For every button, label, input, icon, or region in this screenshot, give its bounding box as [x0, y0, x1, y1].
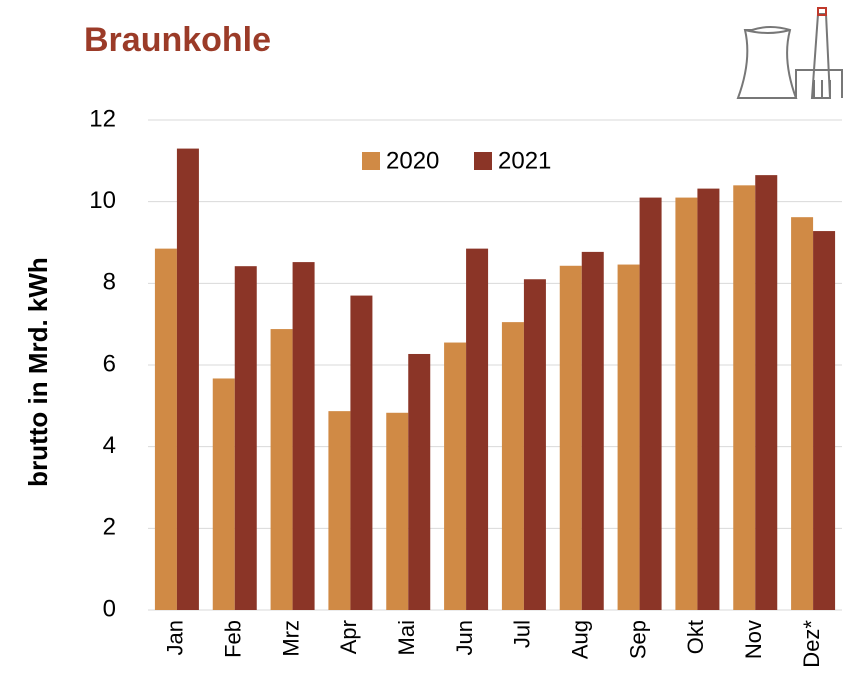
y-tick-label: 12 — [89, 105, 116, 132]
y-tick-label: 0 — [103, 595, 116, 622]
x-tick-label: Jan — [163, 620, 188, 655]
y-tick-label: 4 — [103, 432, 116, 459]
x-tick-label: Sep — [625, 620, 650, 659]
y-tick-label: 8 — [103, 269, 116, 296]
power-plant-icon — [736, 7, 843, 99]
x-tick-label: Aug — [568, 620, 593, 659]
bar — [501, 322, 524, 610]
x-tick-label: Mai — [394, 620, 419, 655]
x-tick-label: Jun — [452, 620, 477, 655]
legend-swatch — [362, 152, 380, 170]
y-tick-label: 2 — [103, 514, 116, 541]
bar — [813, 231, 836, 611]
legend-label: 2020 — [386, 147, 439, 174]
bar — [386, 412, 409, 610]
bar — [444, 342, 467, 610]
y-tick-label: 10 — [89, 187, 116, 214]
bar — [675, 197, 698, 611]
x-tick-label: Jul — [510, 620, 535, 648]
bar — [328, 411, 351, 610]
x-tick-label: Dez* — [799, 620, 824, 668]
bar — [212, 378, 235, 610]
bar — [697, 188, 720, 610]
bar — [523, 279, 546, 610]
y-tick-label: 6 — [103, 350, 116, 377]
bar — [617, 264, 640, 610]
bar — [559, 265, 582, 610]
x-tick-label: Apr — [336, 620, 361, 654]
legend-swatch — [474, 152, 492, 170]
bar — [292, 262, 315, 610]
x-tick-label: Nov — [741, 620, 766, 659]
x-tick-label: Okt — [683, 620, 708, 654]
bar — [733, 185, 756, 611]
bar — [755, 175, 778, 610]
bar — [639, 197, 662, 611]
bar — [176, 148, 199, 611]
bar — [791, 217, 814, 610]
x-tick-label: Feb — [221, 620, 246, 658]
chart-title: Braunkohle — [84, 21, 271, 59]
bar — [350, 295, 373, 610]
legend-label: 2021 — [498, 147, 551, 174]
x-tick-label: Mrz — [278, 620, 303, 657]
bar — [154, 248, 177, 610]
bar — [234, 266, 257, 610]
bar — [581, 251, 604, 610]
bar — [466, 248, 489, 610]
bar — [270, 329, 293, 610]
y-axis-label: brutto in Mrd. kWh — [23, 257, 53, 487]
bar — [408, 353, 431, 610]
